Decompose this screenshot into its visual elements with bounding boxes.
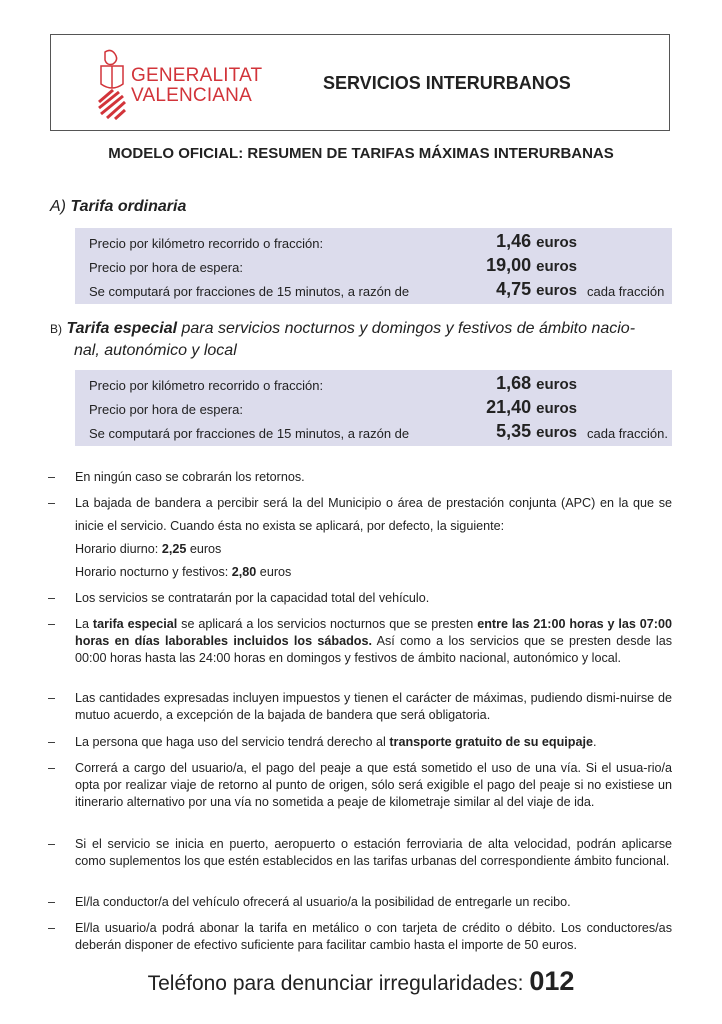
list-item: – Correrá a cargo del usuario/a, el pago … [48, 761, 672, 809]
table-row: Precio por hora de espera: 19,00 euros [75, 254, 672, 278]
row-value: 19,00 euros [486, 255, 577, 275]
section-b-prefix: B) [50, 322, 62, 336]
row-label: Se computará por fracciones de 15 minuto… [89, 284, 410, 299]
table-row: Se computará por fracciones de 15 minuto… [75, 420, 672, 444]
list-item: – En ningún caso se cobrarán los retornos… [48, 470, 305, 484]
row-label: Precio por kilómetro recorrido o fracció… [89, 378, 324, 393]
row-label: Se computará por fracciones de 15 minuto… [89, 426, 410, 441]
list-item: – Las cantidades expresadas incluyen impu… [48, 691, 672, 722]
section-a-prefix: A) [50, 198, 66, 215]
tarifa-especial-table: Precio por kilómetro recorrido o fracció… [75, 370, 672, 446]
row-value: 5,35 euros [496, 421, 577, 441]
list-item: – Los servicios se contratarán por la cap… [48, 591, 430, 605]
list-item: – La tarifa especial se aplicará a los s… [48, 617, 672, 665]
row-extra: cada fracción [587, 284, 665, 299]
row-value: 1,46 euros [496, 231, 577, 251]
list-item: – La bajada de bandera a percibir será l… [48, 496, 672, 579]
row-value: 21,40 euros [486, 397, 577, 417]
logo-line2: VALENCIANA [131, 85, 252, 106]
section-a-title: Tarifa ordinaria [70, 198, 187, 215]
generalitat-logo: GENERALITAT VALENCIANA [97, 48, 262, 125]
section-b-desc-2: nal, autonómico y local [74, 342, 237, 359]
header-title: SERVICIOS INTERURBANOS [323, 73, 571, 93]
footer-text: Teléfono para denunciar irregularidades: [147, 972, 530, 995]
row-label: Precio por hora de espera: [89, 260, 243, 275]
document-subtitle: MODELO OFICIAL: RESUMEN DE TARIFAS MÁXIM… [108, 145, 614, 162]
section-b-heading: B) Tarifa especial para servicios noctur… [50, 318, 635, 362]
table-row: Se computará por fracciones de 15 minuto… [75, 278, 672, 302]
table-row: Precio por hora de espera: 21,40 euros [75, 396, 672, 420]
section-b-title: Tarifa especial [66, 320, 178, 337]
row-label: Precio por kilómetro recorrido o fracció… [89, 236, 324, 251]
list-item: – El/la conductor/a del vehículo ofrecerá… [48, 895, 571, 909]
table-row: Precio por kilómetro recorrido o fracció… [75, 230, 672, 254]
section-b-desc: para servicios nocturnos y domingos y fe… [177, 320, 636, 337]
logo-line1: GENERALITAT [131, 65, 263, 86]
coat-of-arms-icon [98, 49, 127, 121]
row-label: Precio por hora de espera: [89, 402, 243, 417]
list-item: – Si el servicio se inicia en puerto, aer… [48, 837, 672, 868]
row-value: 1,68 euros [496, 373, 577, 393]
row-value: 4,75 euros [496, 279, 577, 299]
list-item: – El/la usuario/a podrá abonar la tarifa … [48, 921, 672, 952]
header-box: GENERALITAT VALENCIANA SERVICIOS INTERUR… [50, 34, 670, 131]
tarifa-ordinaria-table: Precio por kilómetro recorrido o fracció… [75, 228, 672, 304]
phone-number: 012 [529, 966, 575, 996]
row-extra: cada fracción. [587, 426, 668, 441]
list-item: – La persona que haga uso del servicio t… [48, 735, 597, 749]
section-a-heading: A) Tarifa ordinaria [50, 198, 186, 216]
complaint-phone-footer: Teléfono para denunciar irregularidades:… [0, 966, 722, 997]
table-row: Precio por kilómetro recorrido o fracció… [75, 372, 672, 396]
